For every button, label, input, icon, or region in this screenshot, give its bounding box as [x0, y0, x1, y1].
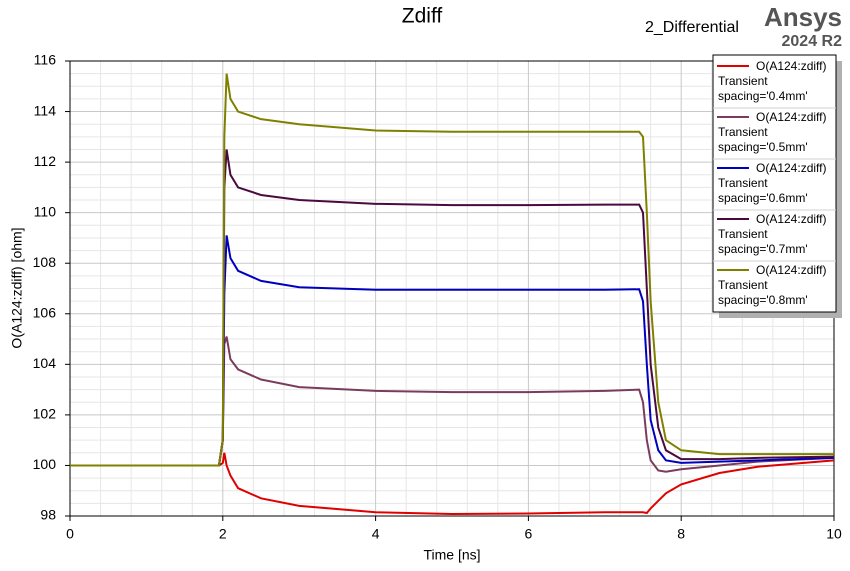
legend-label: O(A124:zdiff)	[756, 212, 826, 226]
legend-setup: Transient	[718, 176, 768, 190]
series-line	[70, 452, 835, 515]
y-tick-label: 100	[33, 456, 57, 472]
x-tick-label: 6	[525, 526, 533, 542]
y-tick-label: 106	[33, 304, 57, 320]
y-tick-label: 112	[34, 153, 57, 169]
y-tick-label: 102	[33, 406, 57, 422]
legend-label: O(A124:zdiff)	[756, 161, 826, 175]
y-tick-label: 114	[34, 102, 57, 118]
legend-setup: Transient	[718, 125, 768, 139]
legend-variation: spacing='0.4mm'	[718, 89, 808, 103]
brand: Ansys	[764, 2, 842, 32]
series-line	[70, 235, 835, 467]
chart-title: Zdiff	[402, 5, 443, 28]
legend-label: O(A124:zdiff)	[756, 263, 826, 277]
legend-variation: spacing='0.7mm'	[718, 242, 808, 256]
legend-label: O(A124:zdiff)	[756, 110, 826, 124]
x-tick-label: 0	[66, 526, 74, 542]
y-tick-label: 116	[34, 52, 57, 68]
legend-variation: spacing='0.5mm'	[718, 140, 808, 154]
legend-setup: Transient	[718, 227, 768, 241]
y-tick-label: 98	[40, 507, 56, 523]
y-tick-label: 110	[34, 203, 57, 219]
x-tick-label: 4	[372, 526, 380, 542]
legend-setup: Transient	[718, 278, 768, 292]
legend-label: O(A124:zdiff)	[756, 59, 826, 73]
y-tick-label: 108	[33, 254, 57, 270]
y-tick-label: 104	[33, 355, 57, 371]
x-tick-label: 10	[826, 526, 842, 542]
x-axis-label: Time [ns]	[423, 547, 480, 563]
y-axis-label: O(A124:zdiff) [ohm]	[9, 227, 25, 348]
legend-variation: spacing='0.6mm'	[718, 191, 808, 205]
legend-variation: spacing='0.8mm'	[718, 293, 808, 307]
chart-subtitle: 2_Differential	[645, 19, 739, 36]
x-tick-label: 2	[219, 526, 227, 542]
legend-setup: Transient	[718, 74, 768, 88]
series-line	[70, 73, 834, 467]
x-tick-label: 8	[677, 526, 685, 542]
version: 2024 R2	[782, 33, 843, 50]
series-line	[70, 336, 835, 473]
series-line	[70, 149, 835, 467]
